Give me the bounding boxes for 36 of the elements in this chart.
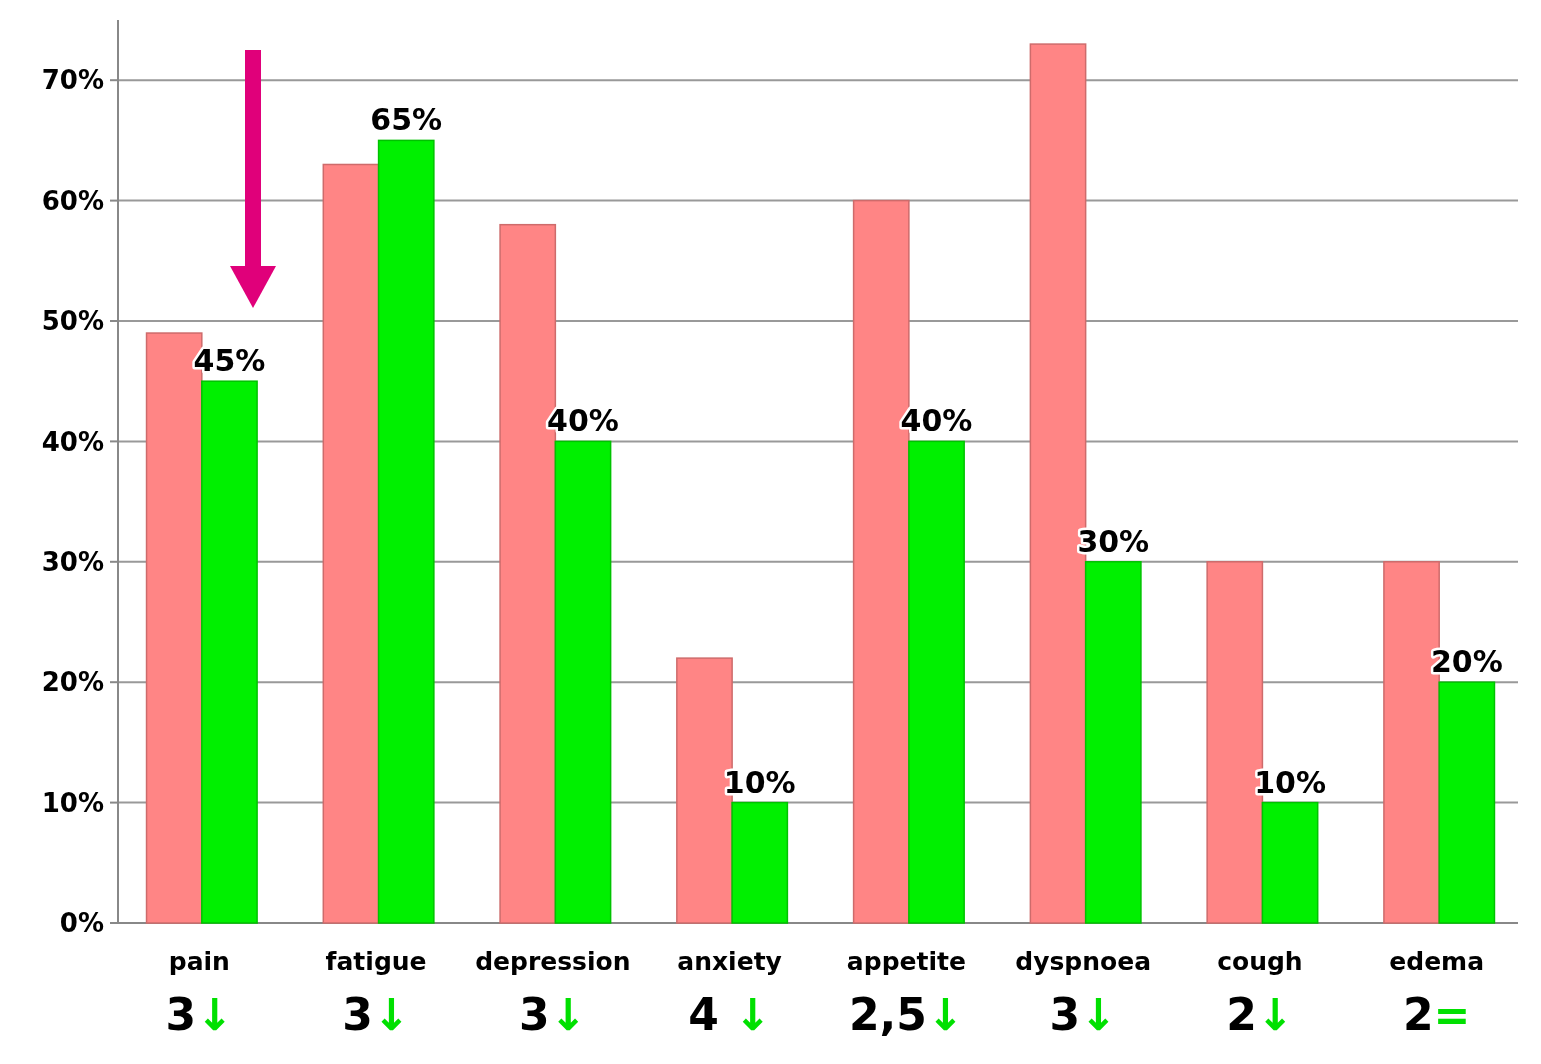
bar xyxy=(731,801,789,924)
bar xyxy=(554,440,612,924)
text: 3↓ xyxy=(342,989,410,1040)
x-tick-label: appetite xyxy=(846,947,966,976)
x-tick-label: dyspnoea xyxy=(1015,947,1152,976)
bar xyxy=(377,139,435,924)
y-tick-label: 50% xyxy=(41,306,104,337)
bar xyxy=(1084,561,1142,924)
y-tick-label: 60% xyxy=(41,185,104,216)
x-tick-label: pain xyxy=(168,947,230,976)
y-tick-label: 10% xyxy=(41,787,104,818)
text: 4 ↓ xyxy=(688,989,772,1040)
x-tick-label: fatigue xyxy=(325,947,427,976)
x-tick-label: cough xyxy=(1217,947,1303,976)
y-tick-label: 70% xyxy=(41,65,104,96)
text: 3↓ xyxy=(165,989,234,1040)
bar xyxy=(1261,801,1319,924)
x-tick-label: edema xyxy=(1389,947,1485,976)
y-tick-label: 30% xyxy=(41,546,104,577)
text: 3↓ xyxy=(1049,989,1117,1040)
y-tick-label: 20% xyxy=(41,667,104,698)
x-tick-label: depression xyxy=(475,947,631,976)
y-tick-label: 0% xyxy=(59,908,104,939)
text: 3↓ xyxy=(519,989,587,1040)
x-tick-label: anxiety xyxy=(677,947,782,976)
y-tick-label: 40% xyxy=(41,426,104,457)
bar xyxy=(201,380,258,924)
text: 2↓ xyxy=(1226,989,1294,1040)
data-label: 20% xyxy=(1430,644,1503,680)
data-label: 65% xyxy=(370,102,443,138)
bar xyxy=(322,163,380,924)
bar xyxy=(1438,681,1496,924)
bar xyxy=(908,440,965,924)
text: 2,5↓ xyxy=(848,989,964,1040)
data-label: 10% xyxy=(723,764,796,800)
text: 2= xyxy=(1402,989,1471,1040)
